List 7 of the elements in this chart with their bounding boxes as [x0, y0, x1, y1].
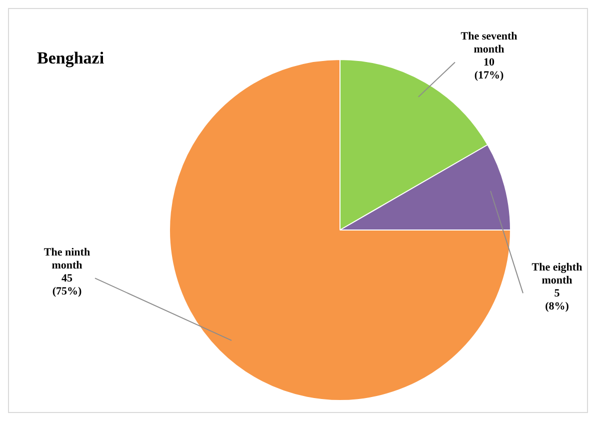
slice-label: The ninth month: [44, 246, 90, 272]
slice-label: The seventh month: [460, 30, 518, 56]
slice-label: The eighth month: [532, 261, 582, 286]
data-label: 45 (75%): [52, 272, 82, 298]
text: Benghazi: [37, 48, 104, 68]
data-label: 10 (17%): [474, 56, 504, 82]
data-label: 5 (8%): [545, 287, 570, 312]
